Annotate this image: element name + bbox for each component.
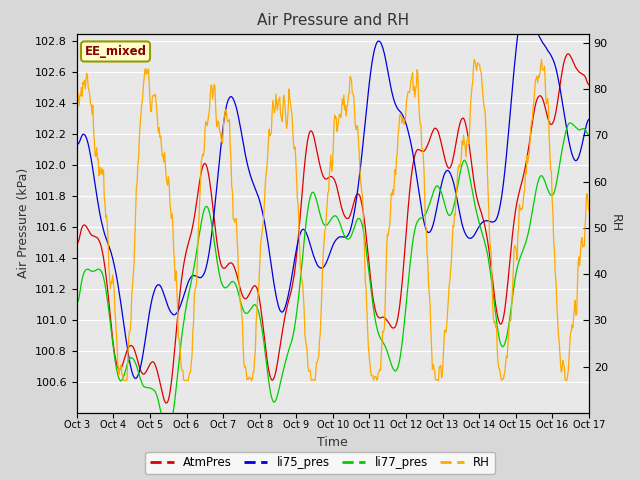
li75_pres xyxy=(132,375,140,381)
X-axis label: Time: Time xyxy=(317,436,348,449)
li75_pres xyxy=(88,157,95,163)
li75_pres xyxy=(585,117,593,122)
Line: li77_pres: li77_pres xyxy=(77,123,589,431)
RH xyxy=(538,67,546,72)
li77_pres xyxy=(164,428,172,434)
li77_pres xyxy=(156,405,164,411)
li75_pres xyxy=(538,39,546,45)
li77_pres xyxy=(241,310,248,315)
RH xyxy=(209,89,217,95)
Y-axis label: Air Pressure (kPa): Air Pressure (kPa) xyxy=(17,168,29,278)
li77_pres xyxy=(88,268,95,274)
li77_pres xyxy=(585,132,593,138)
Line: AtmPres: AtmPres xyxy=(77,54,589,403)
li75_pres xyxy=(211,210,218,216)
RH xyxy=(88,102,95,108)
li75_pres xyxy=(157,284,164,289)
RH xyxy=(506,320,513,326)
AtmPres xyxy=(241,296,248,301)
li77_pres xyxy=(566,120,574,126)
RH xyxy=(585,208,593,214)
li77_pres xyxy=(211,238,218,244)
li77_pres xyxy=(538,173,545,179)
li75_pres xyxy=(505,128,513,133)
AtmPres xyxy=(585,82,593,88)
RH xyxy=(73,100,81,106)
AtmPres xyxy=(538,94,545,100)
AtmPres xyxy=(88,232,95,238)
li75_pres xyxy=(522,0,530,4)
RH xyxy=(470,57,478,62)
AtmPres xyxy=(73,241,81,247)
AtmPres xyxy=(211,216,218,221)
AtmPres xyxy=(163,400,171,406)
li75_pres xyxy=(241,148,248,154)
RH xyxy=(156,135,164,141)
Line: RH: RH xyxy=(77,60,589,381)
Legend: AtmPres, li75_pres, li77_pres, RH: AtmPres, li75_pres, li77_pres, RH xyxy=(145,452,495,474)
AtmPres xyxy=(505,271,513,276)
Text: EE_mixed: EE_mixed xyxy=(84,45,147,58)
RH xyxy=(240,361,248,367)
Title: Air Pressure and RH: Air Pressure and RH xyxy=(257,13,409,28)
Line: li75_pres: li75_pres xyxy=(77,1,589,378)
AtmPres xyxy=(564,51,572,57)
Y-axis label: RH: RH xyxy=(609,214,621,232)
li77_pres xyxy=(73,300,81,306)
li77_pres xyxy=(505,323,513,329)
RH xyxy=(248,378,255,384)
li75_pres xyxy=(73,142,81,147)
AtmPres xyxy=(156,380,164,385)
